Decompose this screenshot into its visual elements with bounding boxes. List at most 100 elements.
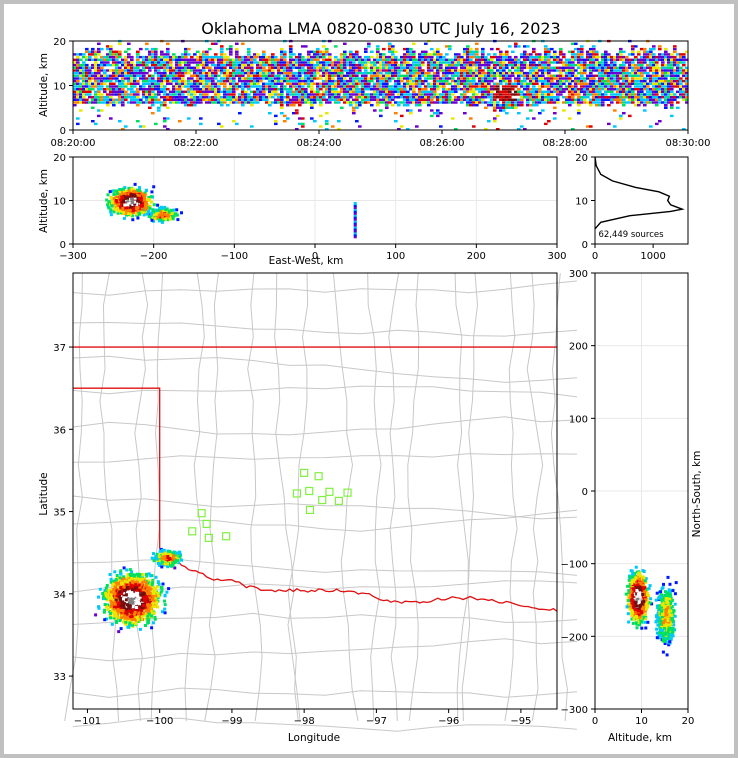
source-cell bbox=[397, 79, 401, 83]
source-cell bbox=[379, 82, 383, 85]
source-cell bbox=[406, 96, 410, 99]
source-cell bbox=[244, 93, 248, 96]
source-cell bbox=[478, 63, 482, 67]
source-cell bbox=[538, 88, 542, 91]
source-cell bbox=[679, 93, 683, 96]
source-cell bbox=[388, 63, 392, 67]
source-cell bbox=[613, 125, 617, 128]
source-cell bbox=[481, 55, 485, 59]
source-cell bbox=[547, 58, 551, 61]
source-cell bbox=[193, 79, 197, 83]
source-cell bbox=[298, 88, 302, 91]
source-cell bbox=[670, 69, 674, 72]
source-cell bbox=[628, 85, 632, 88]
source-cell bbox=[667, 79, 671, 83]
source-cell bbox=[244, 82, 248, 85]
source-cell bbox=[676, 63, 680, 67]
source-cell bbox=[355, 71, 359, 75]
source-cell bbox=[577, 109, 581, 112]
source-cell bbox=[370, 61, 374, 64]
source-cell bbox=[364, 71, 368, 75]
source-cell bbox=[430, 61, 434, 64]
source-cell bbox=[151, 82, 155, 85]
source-cell bbox=[280, 63, 284, 67]
source-cell bbox=[244, 58, 248, 61]
source-cell bbox=[385, 85, 389, 88]
source-cell bbox=[322, 58, 326, 61]
source-cell bbox=[238, 74, 242, 77]
source-cell bbox=[334, 96, 338, 99]
source-cell bbox=[532, 98, 536, 101]
source-cell bbox=[469, 82, 473, 85]
source-cell bbox=[130, 58, 134, 61]
source-cell bbox=[559, 69, 563, 72]
source-cell bbox=[265, 69, 269, 72]
source-cell bbox=[220, 125, 224, 128]
source-cell bbox=[607, 77, 611, 80]
source-cell bbox=[109, 82, 113, 85]
source-cell bbox=[163, 117, 167, 120]
source-cell bbox=[463, 77, 467, 80]
source-cell bbox=[553, 112, 557, 115]
source-cell bbox=[601, 53, 605, 56]
source-cell bbox=[496, 55, 500, 59]
source-cell bbox=[457, 98, 461, 101]
source-cell bbox=[535, 101, 539, 104]
source-cell bbox=[517, 61, 521, 64]
source-cell bbox=[499, 82, 503, 85]
source-cell bbox=[85, 90, 89, 93]
source-cell bbox=[490, 77, 494, 80]
source-cell bbox=[454, 128, 458, 131]
source-cell bbox=[196, 79, 200, 83]
source-cell bbox=[553, 55, 557, 59]
source-cell bbox=[442, 88, 446, 91]
source-cell bbox=[625, 90, 629, 93]
density-cell bbox=[107, 202, 111, 206]
source-cell bbox=[79, 71, 83, 75]
source-cell bbox=[262, 63, 266, 67]
source-cell bbox=[268, 96, 272, 99]
source-cell bbox=[547, 88, 551, 91]
source-cell bbox=[235, 122, 239, 126]
source-cell bbox=[142, 96, 146, 99]
source-cell bbox=[415, 125, 419, 128]
source-cell bbox=[277, 93, 281, 96]
source-cell bbox=[583, 90, 587, 93]
source-cell bbox=[133, 79, 137, 83]
source-cell bbox=[418, 82, 422, 85]
source-cell bbox=[181, 96, 185, 99]
density-cell bbox=[135, 193, 139, 197]
source-cell bbox=[652, 77, 656, 80]
density-cell bbox=[112, 210, 116, 214]
source-cell bbox=[163, 93, 167, 96]
source-cell bbox=[415, 58, 419, 61]
source-cell bbox=[463, 66, 467, 69]
source-cell bbox=[658, 88, 662, 91]
source-cell bbox=[187, 82, 191, 85]
source-cell bbox=[421, 101, 425, 104]
source-cell bbox=[247, 74, 251, 77]
source-cell bbox=[577, 53, 581, 56]
source-cell bbox=[109, 101, 113, 104]
source-cell bbox=[469, 63, 473, 67]
source-cell bbox=[181, 82, 185, 85]
source-cell bbox=[253, 93, 257, 96]
source-cell bbox=[76, 53, 80, 56]
source-cell bbox=[253, 58, 257, 61]
source-cell bbox=[505, 98, 509, 101]
source-cell bbox=[367, 66, 371, 69]
source-cell bbox=[409, 79, 413, 83]
source-cell bbox=[592, 88, 596, 91]
source-cell bbox=[343, 98, 347, 101]
source-cell bbox=[520, 69, 524, 72]
source-cell bbox=[502, 71, 506, 75]
source-cell bbox=[109, 77, 113, 80]
source-cell bbox=[214, 93, 218, 96]
source-cell bbox=[205, 96, 209, 99]
source-cell bbox=[133, 63, 137, 67]
source-cell bbox=[343, 42, 347, 45]
source-cell bbox=[658, 47, 662, 51]
source-cell bbox=[268, 79, 272, 83]
source-cell bbox=[451, 77, 455, 80]
source-cell bbox=[517, 69, 521, 72]
